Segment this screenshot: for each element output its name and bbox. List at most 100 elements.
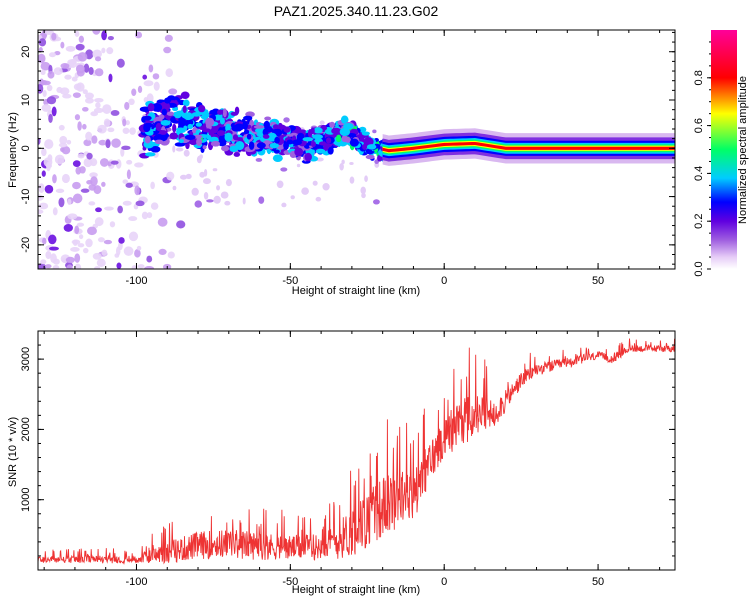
heatmap-signal-blob [294, 147, 304, 157]
heatmap-noise-blob [103, 239, 112, 245]
heatmap-noise-blob [120, 147, 125, 157]
heatmap-signal-blob [253, 125, 265, 129]
heatmap-noise-blob [86, 152, 93, 160]
heatmap-noise-blob [121, 145, 131, 151]
heatmap-signal-blob [144, 135, 151, 144]
heatmap-signal-blob [202, 145, 207, 150]
spectrogram-ytick-label: -20 [20, 237, 32, 253]
snr-xlabel: Height of straight line (km) [292, 584, 420, 596]
heatmap-noise-blob [136, 245, 142, 251]
heatmap-noise-blob [88, 66, 94, 75]
heatmap-noise-blob [146, 212, 153, 219]
heatmap-noise-blob [69, 58, 77, 68]
heatmap-signal-blob [343, 122, 354, 130]
heatmap-signal-blob [222, 108, 227, 118]
heatmap-signal-blob [154, 139, 164, 145]
heatmap-noise-blob [172, 145, 176, 153]
spectrogram-ytick-label: 10 [20, 94, 32, 106]
spectrogram-xtick-label: -50 [282, 275, 298, 287]
heatmap-signal-blob [150, 145, 161, 153]
heatmap-signal-blob [329, 121, 335, 128]
heatmap-noise-blob [128, 231, 139, 242]
heatmap-signal-blob [233, 152, 241, 157]
heatmap-noise-blob [94, 217, 104, 227]
heatmap-signal-blob [187, 123, 194, 130]
heatmap-noise-blob [54, 154, 65, 165]
heatmap-noise-blob [220, 191, 229, 199]
heatmap-noise-blob [78, 234, 84, 240]
heatmap-noise-blob [98, 139, 107, 146]
heatmap-signal-blob [155, 122, 162, 131]
heatmap-signal-blob [164, 97, 171, 104]
heatmap-signal-blob [182, 99, 190, 107]
heatmap-signal-blob [196, 137, 203, 146]
heatmap-noise-blob [146, 93, 154, 104]
colorbar-tick-label: 0.8 [693, 70, 705, 85]
heatmap-signal-blob [169, 132, 179, 140]
heatmap-signal-blob [272, 154, 283, 162]
heatmap-noise-blob [225, 178, 232, 187]
heatmap-noise-blob [86, 226, 97, 236]
heatmap-noise-blob [83, 63, 90, 73]
heatmap-noise-blob [92, 49, 103, 59]
heatmap-signal-blob [151, 103, 163, 112]
spectrogram-frame [37, 29, 676, 270]
snr-panel: -100 -50 0 50 1000 2000 3000 Height of straigh… [7, 330, 676, 596]
heatmap-signal-blob [182, 105, 187, 113]
heatmap-noise-blob [137, 264, 145, 269]
spectrogram-xtick-label: 0 [441, 275, 447, 287]
heatmap-noise-blob [90, 176, 98, 187]
heatmap-noise-blob [38, 53, 46, 64]
heatmap-signal-blob [174, 114, 182, 119]
heatmap-signal-blob [143, 123, 151, 133]
heatmap-noise-blob [157, 217, 168, 227]
heatmap-noise-blob [172, 185, 177, 191]
heatmap-noise-blob [44, 139, 54, 150]
heatmap-signal-blob [202, 123, 207, 133]
heatmap-noise-blob [364, 175, 368, 183]
heatmap-noise-blob [153, 81, 160, 91]
heatmap-noise-blob [77, 52, 88, 62]
heatmap-noise-blob [60, 63, 70, 69]
heatmap-signal-blob [225, 123, 231, 133]
heatmap-signal-blob [161, 108, 167, 116]
heatmap-signal-blob [286, 139, 294, 145]
heatmap-noise-blob [296, 163, 301, 168]
heatmap-noise-blob [83, 157, 93, 168]
heatmap-noise-blob [101, 47, 106, 54]
heatmap-noise-blob [74, 225, 80, 235]
heatmap-noise-blob [95, 207, 102, 213]
heatmap-noise-blob [206, 199, 214, 203]
heatmap-noise-blob [40, 69, 46, 76]
heatmap-signal-blob [219, 117, 225, 125]
heatmap-noise-blob [134, 249, 141, 258]
heatmap-noise-blob [74, 263, 82, 269]
heatmap-noise-blob [242, 197, 246, 205]
heatmap-noise-blob [312, 180, 318, 186]
heatmap-signal-blob [172, 123, 177, 133]
heatmap-noise-blob [38, 47, 43, 53]
heatmap-noise-blob [88, 201, 96, 206]
heatmap-noise-blob [99, 158, 109, 167]
heatmap-signal-blob [310, 127, 315, 135]
heatmap-signal-blob [310, 141, 316, 148]
heatmap-noise-blob [165, 68, 174, 78]
heatmap-signal-blob [191, 112, 202, 117]
heatmap-signal-blob [210, 140, 220, 147]
heatmap-noise-blob [107, 127, 115, 133]
heatmap-signal-blob [246, 133, 252, 140]
heatmap-noise-blob [125, 182, 133, 188]
heatmap-noise-blob [66, 264, 73, 269]
heatmap-noise-blob [116, 58, 125, 68]
heatmap-signal-blob [315, 148, 326, 154]
heatmap-noise-blob [105, 139, 111, 149]
heatmap-noise-blob [61, 173, 70, 184]
heatmap-signal-blob [198, 104, 206, 113]
heatmap-noise-blob [42, 237, 47, 245]
colorbar: 0.0 0.2 0.4 0.6 0.8 Normalized spectral ampl… [693, 30, 749, 277]
heatmap-noise-blob [137, 85, 143, 94]
heatmap-noise-blob [52, 207, 58, 216]
heatmap-signal-blob [331, 127, 342, 135]
colorbar-ticks: 0.0 0.2 0.4 0.6 0.8 [693, 41, 711, 277]
heatmap-noise-blob [107, 36, 114, 41]
